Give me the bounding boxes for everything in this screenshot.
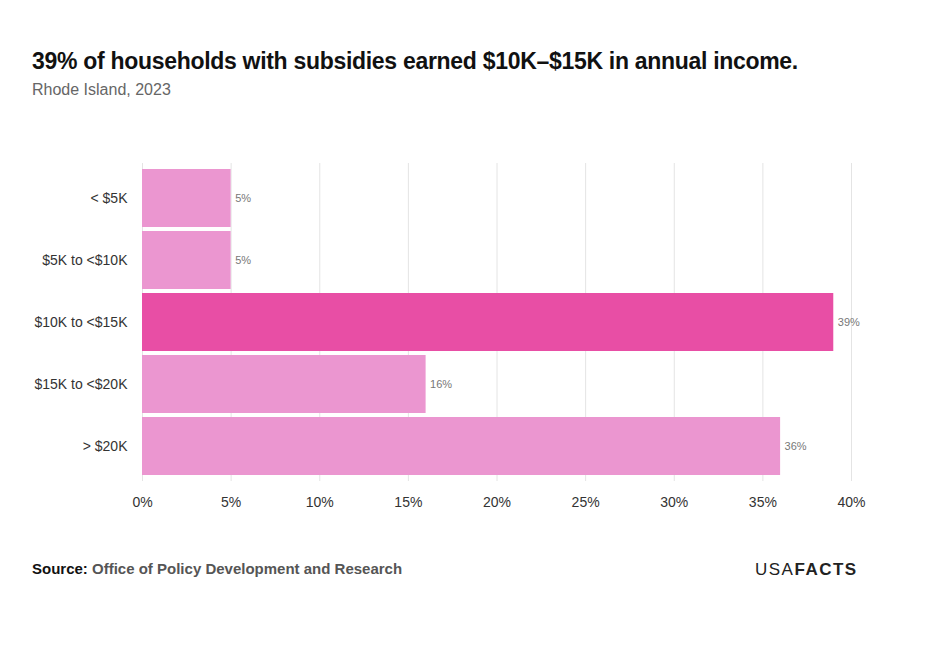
svg-text:5%: 5% [221,494,241,510]
svg-text:35%: 35% [749,494,777,510]
html-text:Rhode Island, 2023: Rhode Island, 2023 [32,81,171,98]
svg-text:30%: 30% [660,494,688,510]
svg-text:0%: 0% [132,494,152,510]
svg-text:39%: 39% [838,316,860,328]
html-text:39% of households with subsidi: 39% of households with subsidies earned … [32,48,798,74]
html-text:Source: Office of Policy Devel: Source: Office of Policy Development and… [32,560,403,577]
svg-text:40%: 40% [837,494,865,510]
svg-text:5%: 5% [235,254,251,266]
svg-text:15%: 15% [394,494,422,510]
svg-text:> $20K: > $20K [83,438,128,454]
svg-text:36%: 36% [785,440,807,452]
svg-text:$10K to <$15K: $10K to <$15K [34,314,128,330]
html-text:USA FACTS: USA FACTS [755,560,858,579]
svg-text:$15K to <$20K: $15K to <$20K [34,376,128,392]
svg-text:5%: 5% [235,192,251,204]
svg-text:16%: 16% [430,378,452,390]
svg-text:25%: 25% [572,494,600,510]
svg-text:< $5K: < $5K [91,190,129,206]
svg-text:20%: 20% [483,494,511,510]
svg-text:$5K to <$10K: $5K to <$10K [42,252,128,268]
svg-text:10%: 10% [306,494,334,510]
